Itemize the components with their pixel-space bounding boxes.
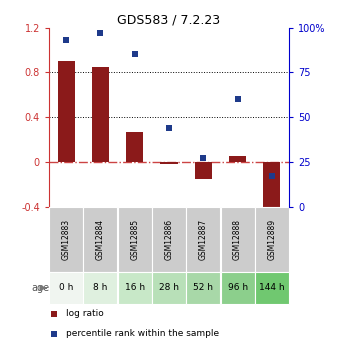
- Bar: [118, 207, 152, 272]
- Bar: [221, 207, 255, 272]
- Text: 0 h: 0 h: [59, 284, 73, 293]
- Bar: [118, 272, 152, 304]
- Text: GSM12888: GSM12888: [233, 219, 242, 260]
- Text: GSM12889: GSM12889: [267, 219, 276, 260]
- Bar: [229, 156, 246, 162]
- Bar: [49, 207, 83, 272]
- Text: log ratio: log ratio: [66, 309, 103, 318]
- Text: GSM12886: GSM12886: [165, 219, 173, 260]
- Title: GDS583 / 7.2.23: GDS583 / 7.2.23: [117, 13, 221, 27]
- Bar: [83, 272, 117, 304]
- Text: 16 h: 16 h: [125, 284, 145, 293]
- Bar: [186, 272, 220, 304]
- Point: [51, 311, 56, 317]
- Bar: [161, 162, 177, 164]
- Bar: [83, 207, 117, 272]
- Text: GSM12883: GSM12883: [62, 219, 71, 260]
- Point: [235, 97, 240, 102]
- Point: [51, 331, 56, 336]
- Text: age: age: [31, 283, 50, 293]
- Bar: [92, 67, 109, 162]
- Point: [166, 125, 172, 131]
- Text: GSM12887: GSM12887: [199, 219, 208, 260]
- Bar: [221, 272, 255, 304]
- Point: [132, 52, 138, 57]
- Bar: [255, 207, 289, 272]
- Bar: [255, 272, 289, 304]
- Text: percentile rank within the sample: percentile rank within the sample: [66, 329, 219, 338]
- Text: GSM12885: GSM12885: [130, 219, 139, 260]
- Text: 28 h: 28 h: [159, 284, 179, 293]
- Bar: [126, 132, 143, 162]
- Point: [98, 30, 103, 36]
- Bar: [186, 207, 220, 272]
- Text: 144 h: 144 h: [259, 284, 285, 293]
- Text: 8 h: 8 h: [93, 284, 107, 293]
- Point: [200, 156, 206, 161]
- Text: 52 h: 52 h: [193, 284, 213, 293]
- Text: GSM12884: GSM12884: [96, 219, 105, 260]
- Point: [269, 174, 274, 179]
- Bar: [195, 162, 212, 179]
- Bar: [263, 162, 281, 209]
- Bar: [152, 207, 186, 272]
- Bar: [152, 272, 186, 304]
- Text: 96 h: 96 h: [227, 284, 248, 293]
- Bar: [57, 61, 75, 162]
- Bar: [49, 272, 83, 304]
- Point: [64, 37, 69, 43]
